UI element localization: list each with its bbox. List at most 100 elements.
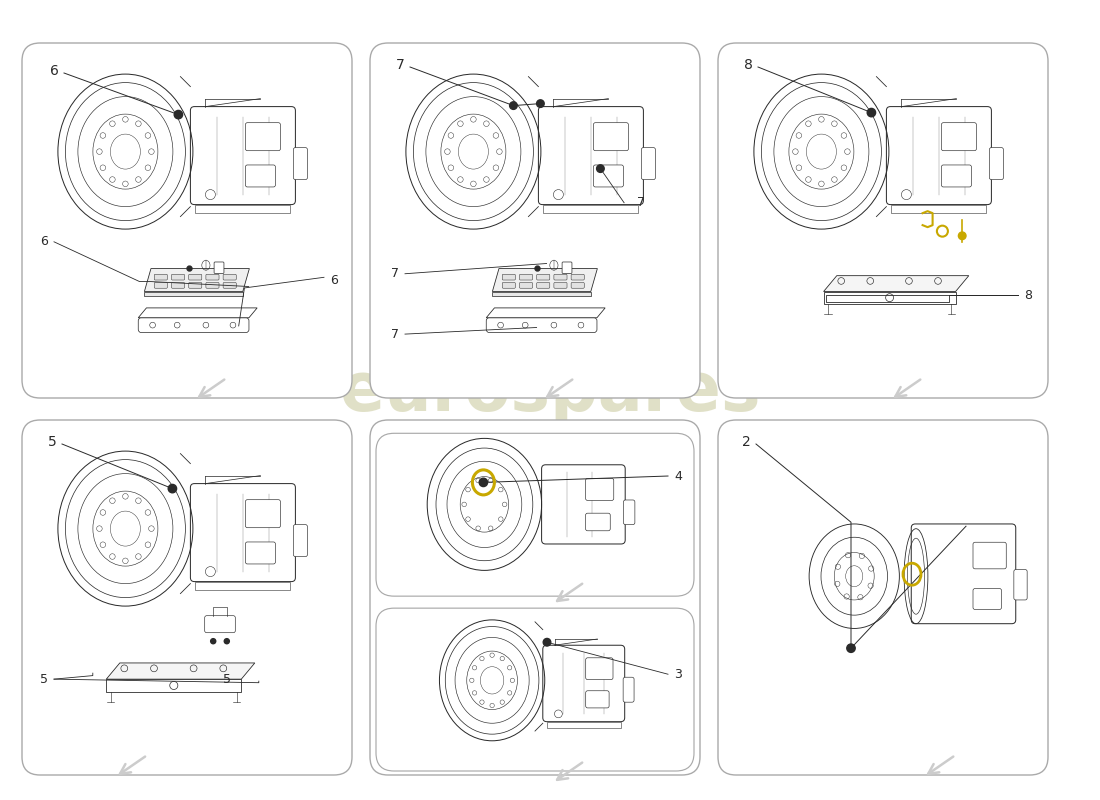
FancyBboxPatch shape: [585, 513, 611, 530]
FancyBboxPatch shape: [554, 274, 566, 280]
FancyBboxPatch shape: [154, 282, 167, 288]
Text: eurospares: eurospares: [339, 359, 761, 425]
FancyBboxPatch shape: [376, 434, 694, 596]
Text: 8: 8: [744, 58, 752, 72]
Circle shape: [168, 484, 177, 493]
FancyBboxPatch shape: [196, 582, 290, 590]
Polygon shape: [493, 269, 597, 291]
FancyBboxPatch shape: [974, 589, 1001, 610]
FancyBboxPatch shape: [245, 500, 280, 528]
Text: 5: 5: [40, 673, 48, 686]
FancyBboxPatch shape: [245, 165, 275, 187]
FancyBboxPatch shape: [554, 282, 566, 288]
Polygon shape: [139, 308, 257, 318]
FancyBboxPatch shape: [223, 274, 236, 280]
FancyBboxPatch shape: [22, 43, 352, 398]
FancyBboxPatch shape: [206, 282, 219, 288]
FancyBboxPatch shape: [718, 43, 1048, 398]
Circle shape: [480, 478, 487, 486]
Circle shape: [543, 638, 551, 646]
Text: 2: 2: [741, 435, 750, 449]
Text: 8: 8: [1024, 289, 1032, 302]
FancyBboxPatch shape: [624, 500, 635, 525]
FancyBboxPatch shape: [891, 205, 987, 213]
FancyBboxPatch shape: [370, 420, 700, 775]
FancyBboxPatch shape: [139, 318, 249, 333]
Circle shape: [596, 165, 604, 173]
Circle shape: [537, 100, 544, 107]
FancyBboxPatch shape: [223, 282, 236, 288]
Polygon shape: [107, 679, 241, 692]
FancyBboxPatch shape: [537, 274, 550, 280]
FancyBboxPatch shape: [942, 122, 977, 150]
Circle shape: [509, 102, 517, 110]
Text: 5: 5: [222, 673, 231, 686]
FancyBboxPatch shape: [718, 420, 1048, 775]
FancyBboxPatch shape: [989, 148, 1003, 180]
Text: 7: 7: [390, 328, 399, 341]
Circle shape: [210, 638, 216, 644]
FancyBboxPatch shape: [519, 274, 532, 280]
Circle shape: [535, 266, 540, 271]
FancyBboxPatch shape: [593, 165, 624, 187]
Circle shape: [187, 266, 192, 271]
FancyBboxPatch shape: [189, 274, 201, 280]
FancyBboxPatch shape: [547, 722, 620, 728]
Text: 7: 7: [396, 58, 405, 72]
FancyBboxPatch shape: [571, 274, 584, 280]
FancyBboxPatch shape: [172, 274, 185, 280]
Circle shape: [867, 108, 876, 117]
Text: a passion for motoring since 1965: a passion for motoring since 1965: [408, 453, 692, 471]
Text: 4: 4: [674, 470, 682, 482]
FancyBboxPatch shape: [585, 658, 613, 680]
FancyBboxPatch shape: [370, 43, 700, 398]
Circle shape: [847, 644, 855, 653]
Text: 6: 6: [40, 235, 48, 248]
FancyBboxPatch shape: [571, 282, 584, 288]
FancyBboxPatch shape: [542, 646, 625, 722]
Polygon shape: [144, 269, 250, 291]
Text: 3: 3: [674, 668, 682, 681]
Polygon shape: [824, 276, 969, 291]
FancyBboxPatch shape: [294, 148, 307, 180]
FancyBboxPatch shape: [942, 165, 971, 187]
Polygon shape: [486, 308, 605, 318]
FancyBboxPatch shape: [245, 122, 280, 150]
FancyBboxPatch shape: [541, 465, 625, 544]
Text: 7: 7: [637, 196, 645, 210]
Polygon shape: [144, 291, 243, 296]
Text: 7: 7: [390, 267, 399, 280]
FancyBboxPatch shape: [189, 282, 201, 288]
FancyBboxPatch shape: [562, 262, 572, 274]
Circle shape: [958, 232, 966, 240]
FancyBboxPatch shape: [623, 678, 634, 702]
Circle shape: [174, 110, 183, 119]
FancyBboxPatch shape: [543, 205, 638, 213]
FancyBboxPatch shape: [294, 525, 307, 557]
FancyBboxPatch shape: [205, 616, 235, 633]
FancyBboxPatch shape: [538, 106, 644, 205]
FancyBboxPatch shape: [206, 274, 219, 280]
FancyBboxPatch shape: [376, 608, 694, 771]
Text: 6: 6: [50, 64, 58, 78]
FancyBboxPatch shape: [519, 282, 532, 288]
FancyBboxPatch shape: [593, 122, 628, 150]
FancyBboxPatch shape: [172, 282, 185, 288]
FancyBboxPatch shape: [911, 524, 1015, 624]
Circle shape: [224, 638, 229, 644]
FancyBboxPatch shape: [214, 262, 224, 274]
Text: 6: 6: [330, 274, 338, 287]
FancyBboxPatch shape: [974, 542, 1006, 569]
FancyBboxPatch shape: [503, 282, 516, 288]
Polygon shape: [493, 291, 591, 296]
FancyBboxPatch shape: [585, 478, 614, 501]
FancyBboxPatch shape: [486, 318, 597, 333]
FancyBboxPatch shape: [196, 205, 290, 213]
FancyBboxPatch shape: [1014, 570, 1027, 600]
FancyBboxPatch shape: [641, 148, 656, 180]
Polygon shape: [107, 663, 255, 679]
FancyBboxPatch shape: [887, 106, 991, 205]
Text: 5: 5: [47, 435, 56, 449]
FancyBboxPatch shape: [190, 106, 296, 205]
FancyBboxPatch shape: [245, 542, 275, 564]
